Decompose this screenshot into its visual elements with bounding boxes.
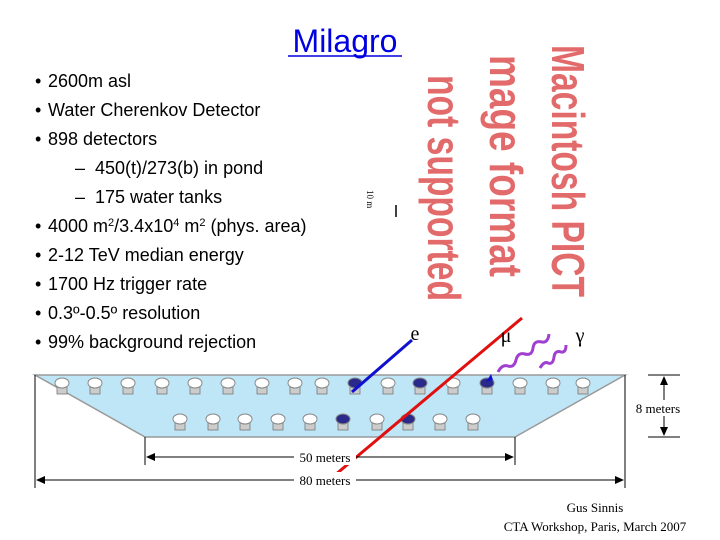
track-gamma — [496, 333, 551, 373]
tube — [237, 413, 253, 425]
dimension-label: 50 meters — [300, 450, 351, 465]
bullet-marker: • — [35, 100, 41, 120]
arrowhead — [505, 453, 514, 461]
particle-label: γ — [575, 325, 585, 347]
track-muon — [351, 338, 413, 394]
footer-event: CTA Workshop, Paris, March 2007 — [504, 519, 687, 534]
bullet-text: Water Cherenkov Detector — [48, 100, 260, 120]
bullet-marker: • — [35, 216, 41, 236]
bullet-text: 99% background rejection — [48, 332, 256, 352]
superscript: 2 — [199, 217, 205, 229]
arrowhead — [660, 427, 668, 436]
tube — [545, 377, 561, 389]
tube — [87, 377, 103, 389]
tube — [335, 413, 351, 425]
tube — [254, 377, 270, 389]
bullet-text: 4000 m2/3.4x104 m2 (phys. area) — [48, 216, 307, 236]
bullet-text: 2600m asl — [48, 71, 131, 91]
tube — [432, 413, 448, 425]
bullet-marker: • — [35, 303, 41, 323]
superscript: 4 — [173, 217, 179, 229]
tubes — [54, 377, 591, 431]
title: Milagro — [293, 23, 398, 59]
dimension-label: 8 meters — [636, 401, 680, 416]
arrowhead — [36, 476, 45, 484]
tube — [172, 413, 188, 425]
tube — [54, 377, 70, 389]
tube — [302, 413, 318, 425]
bullet-marker: • — [35, 71, 41, 91]
dimension-label: 80 meters — [300, 473, 351, 488]
tube — [412, 377, 428, 389]
arrowheads — [36, 376, 668, 484]
track-electron — [334, 316, 523, 477]
bullet-marker: • — [35, 245, 41, 265]
bullet-text: 450(t)/273(b) in pond — [95, 158, 263, 178]
bullet-text: 898 detectors — [48, 129, 157, 149]
tube — [380, 377, 396, 389]
label-bg — [294, 472, 356, 488]
tube — [270, 413, 286, 425]
tube — [120, 377, 136, 389]
tube — [314, 377, 330, 389]
bullet-marker: • — [35, 129, 41, 149]
bullet-marker: • — [35, 274, 41, 294]
tube — [287, 377, 303, 389]
placeholder-line: not supported — [418, 75, 470, 301]
bullet-text: 0.3º-0.5º resolution — [48, 303, 200, 323]
text-run: 4000 m — [48, 216, 108, 236]
label-bg — [294, 449, 356, 465]
tube — [369, 413, 385, 425]
arrowhead — [486, 374, 493, 382]
tube — [205, 413, 221, 425]
particle-label: e — [411, 323, 420, 345]
bullet-text: 1700 Hz trigger rate — [48, 274, 207, 294]
tube — [154, 377, 170, 389]
tube — [512, 377, 528, 389]
bullet-marker: – — [75, 158, 85, 178]
tube — [575, 377, 591, 389]
bullet-marker: – — [75, 187, 85, 207]
tube — [220, 377, 236, 389]
scale-label: 10 m — [365, 190, 375, 208]
bullet-marker: • — [35, 332, 41, 352]
label-bg — [630, 400, 690, 416]
arrowhead — [615, 476, 624, 484]
track-gamma — [538, 344, 568, 369]
placeholder-line: Macintosh PICT — [542, 45, 594, 297]
footer-author: Gus Sinnis — [567, 500, 624, 515]
bullet-list: • 2600m asl • Water Cherenkov Detector • 898 … — [35, 71, 307, 352]
text-run: m — [179, 216, 199, 236]
bullet-text: 175 water tanks — [95, 187, 222, 207]
arrowhead — [146, 453, 155, 461]
tube — [187, 377, 203, 389]
placeholder-line: mage format — [480, 55, 532, 277]
text-run: /3.4x10 — [114, 216, 173, 236]
arrowhead — [660, 376, 668, 385]
tube — [465, 413, 481, 425]
placeholder: Macintosh PICT mage format not supported — [418, 45, 594, 301]
particle-label: μ — [501, 325, 512, 347]
bullet-text: 2-12 TeV median energy — [48, 245, 244, 265]
superscript: 2 — [108, 217, 114, 229]
text-run: (phys. area) — [205, 216, 306, 236]
